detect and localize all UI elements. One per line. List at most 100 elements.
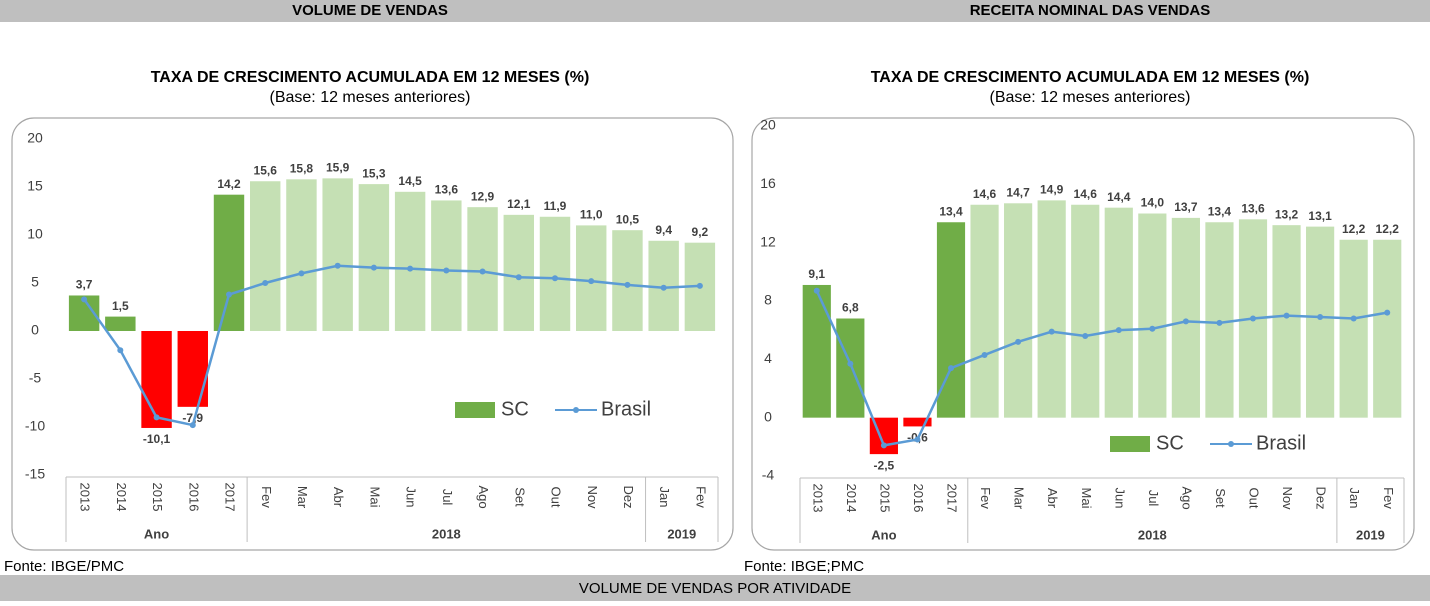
marker	[1216, 319, 1223, 326]
data-label: 11,9	[544, 199, 567, 213]
bar	[1071, 204, 1100, 418]
x-tick-label: Mai	[1079, 488, 1094, 509]
marker	[1015, 338, 1022, 345]
marker	[479, 268, 486, 275]
legend-swatch	[455, 402, 495, 418]
marker	[1048, 328, 1055, 335]
chart-frame	[751, 117, 1415, 551]
bar	[1171, 217, 1200, 418]
x-tick-label: Mar	[1012, 487, 1027, 510]
y-tick-label: 20	[760, 117, 776, 133]
chart-title: TAXA DE CRESCIMENTO ACUMULADA EM 12 MESE…	[871, 69, 1310, 86]
x-tick-label: Set	[1213, 488, 1228, 508]
x-tick-label: Set	[512, 487, 527, 507]
x-tick-label: 2015	[150, 483, 165, 512]
marker	[1082, 333, 1089, 339]
bar	[1004, 203, 1033, 418]
marker	[660, 284, 667, 291]
data-label: 14,6	[1074, 187, 1098, 201]
y-tick-label: 8	[764, 292, 772, 308]
line	[83, 264, 700, 427]
marker	[1384, 309, 1391, 316]
marker	[588, 278, 595, 285]
y-tick-label: 5	[31, 274, 39, 290]
source: Fonte: IBGE/PMC	[4, 558, 124, 575]
data-label: -2,5	[874, 458, 895, 472]
marker	[1283, 312, 1290, 319]
bar	[250, 181, 281, 331]
x-tick-label: Jun	[1112, 488, 1127, 509]
x-tick-label: Jan	[1347, 488, 1362, 509]
bar	[213, 194, 245, 331]
bar	[141, 331, 172, 428]
bar	[1272, 225, 1301, 418]
marker	[443, 267, 450, 274]
data-label: 15,8	[290, 161, 314, 175]
legend-label: Brasil	[1256, 432, 1306, 454]
section-bar	[0, 0, 1430, 22]
group-label: 2019	[1356, 527, 1385, 542]
line	[815, 290, 1388, 447]
bar	[1306, 226, 1335, 418]
legend-swatch	[1110, 436, 1150, 452]
x-tick-label: 2015	[877, 484, 892, 513]
marker	[262, 280, 269, 286]
x-tick-label: 2017	[223, 483, 238, 512]
marker	[981, 351, 988, 358]
x-tick-label: Abr	[331, 487, 346, 508]
x-tick-label: 2013	[810, 484, 825, 513]
bar	[970, 204, 999, 418]
data-label: 6,8	[842, 301, 859, 315]
x-tick-label: Mai	[367, 487, 382, 508]
x-tick-label: Dez	[1314, 486, 1329, 509]
y-tick-label: 15	[27, 178, 43, 194]
chart-frame	[11, 117, 734, 551]
x-tick-label: 2017	[945, 484, 960, 513]
bar	[1037, 200, 1066, 418]
y-tick-label: -4	[762, 467, 775, 483]
x-tick-label: 2016	[186, 483, 201, 512]
x-tick-label: Out	[549, 487, 564, 508]
chart-title: TAXA DE CRESCIMENTO ACUMULADA EM 12 MESE…	[151, 69, 590, 86]
x-tick-label: Ago	[476, 485, 491, 508]
data-label: 14,7	[1006, 185, 1030, 199]
x-tick-label: Ago	[1179, 486, 1194, 509]
marker	[1350, 315, 1357, 322]
legend-marker	[573, 407, 579, 413]
marker	[515, 274, 522, 281]
y-tick-label: 16	[760, 175, 776, 191]
x-tick-label: Nov	[1280, 486, 1295, 510]
y-tick-label: 10	[27, 226, 43, 242]
bar	[903, 417, 932, 427]
legend-marker	[1228, 441, 1234, 447]
bar	[539, 216, 571, 331]
marker	[914, 436, 921, 443]
data-label: -10,1	[143, 432, 171, 446]
x-tick-label: Abr	[1045, 488, 1060, 509]
section-title: VOLUME DE VENDAS	[292, 2, 448, 19]
y-tick-label: 0	[764, 408, 772, 424]
marker	[1115, 327, 1122, 334]
x-tick-label: 2013	[78, 483, 93, 512]
data-label: 15,9	[326, 161, 350, 175]
legend-label: SC	[1156, 432, 1184, 454]
x-tick-label: 2014	[844, 484, 859, 513]
marker	[117, 347, 124, 354]
marker	[298, 270, 305, 277]
bar	[1104, 207, 1133, 418]
legend-label: Brasil	[601, 398, 651, 420]
data-label: 13,6	[435, 183, 459, 197]
x-tick-label: Mar	[295, 486, 310, 509]
marker	[81, 296, 88, 303]
marker	[1182, 318, 1189, 325]
data-label: 14,2	[217, 177, 241, 191]
bar	[394, 191, 426, 331]
x-tick-label: 2016	[911, 484, 926, 513]
footer: VOLUME DE VENDAS POR ATIVIDADE	[579, 580, 851, 597]
chart-subtitle: (Base: 12 meses anteriores)	[270, 89, 471, 106]
y-tick-label: -5	[29, 370, 42, 386]
bar	[286, 179, 317, 331]
marker	[948, 365, 954, 372]
bar	[936, 222, 966, 418]
